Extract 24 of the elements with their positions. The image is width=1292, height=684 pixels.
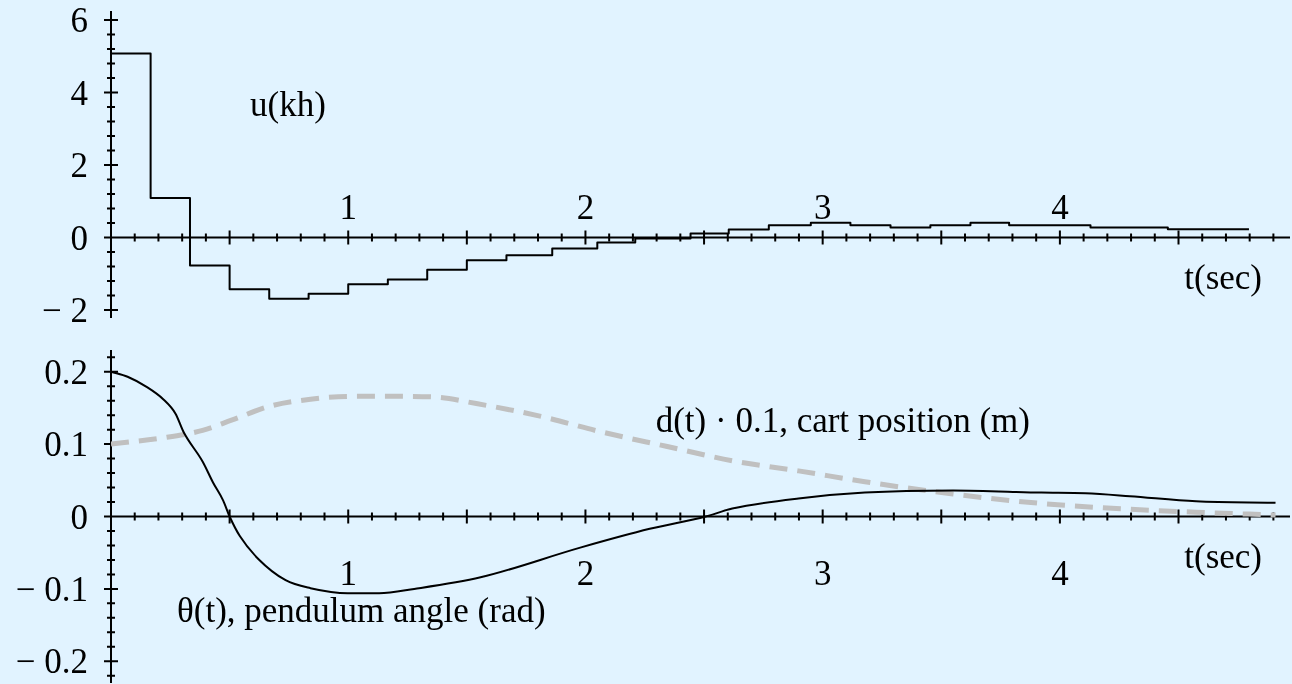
x-tick-label: 4 bbox=[1051, 553, 1069, 593]
y-tick-label: 0 bbox=[70, 497, 88, 537]
y-tick-label: 6 bbox=[70, 1, 88, 41]
x-tick-label: 1 bbox=[339, 187, 357, 227]
x-tick-label: 2 bbox=[576, 187, 595, 227]
x-tick-label: 4 bbox=[1051, 187, 1069, 227]
line-series bbox=[111, 370, 1277, 595]
series-label: d(t) · 0.1, cart position (m) bbox=[655, 400, 1030, 440]
y-tick-label: 4 bbox=[70, 73, 88, 113]
y-tick-label: 0.1 bbox=[44, 425, 88, 465]
x-tick-label: 1 bbox=[339, 553, 357, 593]
y-tick-label: − 0.2 bbox=[15, 642, 88, 682]
y-tick-label: − 0.1 bbox=[15, 569, 88, 609]
x-axis-title: t(sec) bbox=[1184, 536, 1262, 576]
y-tick-label: 0 bbox=[70, 218, 88, 258]
x-tick-label: 3 bbox=[813, 187, 832, 227]
x-tick-label: 3 bbox=[813, 553, 832, 593]
x-axis-title: t(sec) bbox=[1184, 257, 1262, 297]
y-tick-label: − 2 bbox=[42, 291, 88, 331]
y-tick-label: 0.2 bbox=[44, 352, 88, 392]
x-tick-label: 2 bbox=[576, 553, 595, 593]
series-label: θ(t), pendulum angle (rad) bbox=[177, 591, 546, 631]
text: u(kh) bbox=[250, 85, 326, 125]
y-tick-label: 2 bbox=[70, 146, 88, 186]
